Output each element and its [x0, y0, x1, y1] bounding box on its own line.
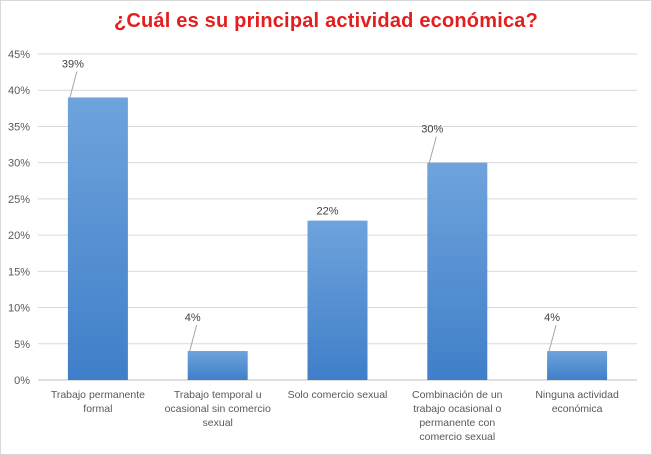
bar	[547, 351, 608, 380]
data-label-leader	[189, 324, 198, 352]
x-category-label: Ninguna actividad	[535, 389, 619, 401]
data-label: 4%	[544, 312, 560, 324]
x-category-label: Combinación de un	[412, 389, 503, 401]
y-tick-label: 15%	[8, 266, 30, 278]
data-label-leader	[69, 71, 78, 98]
chart-title: ¿Cuál es su principal actividad económic…	[113, 10, 539, 32]
data-label-leader	[428, 136, 437, 163]
x-category-label: ocasional sin comercio	[165, 403, 271, 415]
x-category-label: Trabajo temporal u	[174, 389, 262, 401]
x-category-label: trabajo ocasional o	[413, 403, 501, 415]
y-tick-label: 5%	[14, 339, 30, 351]
y-tick-label: 30%	[8, 158, 30, 170]
x-category-label: sexual	[203, 417, 233, 429]
bar	[67, 97, 128, 380]
y-tick-label: 45%	[8, 49, 30, 61]
y-tick-label: 0%	[14, 375, 30, 387]
bar	[307, 220, 368, 380]
data-label-leader	[548, 324, 557, 352]
x-category-label: económica	[552, 403, 603, 415]
x-category-label: Solo comercio sexual	[288, 389, 388, 401]
x-category-label: comercio sexual	[419, 431, 495, 443]
bar	[187, 351, 248, 380]
y-tick-label: 25%	[8, 194, 30, 206]
x-category-label: Trabajo permanente	[51, 389, 145, 401]
y-tick-label: 35%	[8, 121, 30, 133]
data-label: 30%	[421, 124, 443, 136]
x-category-label: formal	[83, 403, 112, 415]
data-label: 4%	[185, 312, 201, 324]
y-tick-label: 20%	[8, 230, 30, 242]
x-category-label: permanente con	[419, 417, 495, 429]
bar	[427, 162, 488, 380]
data-label: 22%	[316, 206, 338, 218]
data-label: 39%	[62, 58, 84, 70]
y-tick-label: 40%	[8, 85, 30, 97]
y-tick-label: 10%	[8, 303, 30, 315]
